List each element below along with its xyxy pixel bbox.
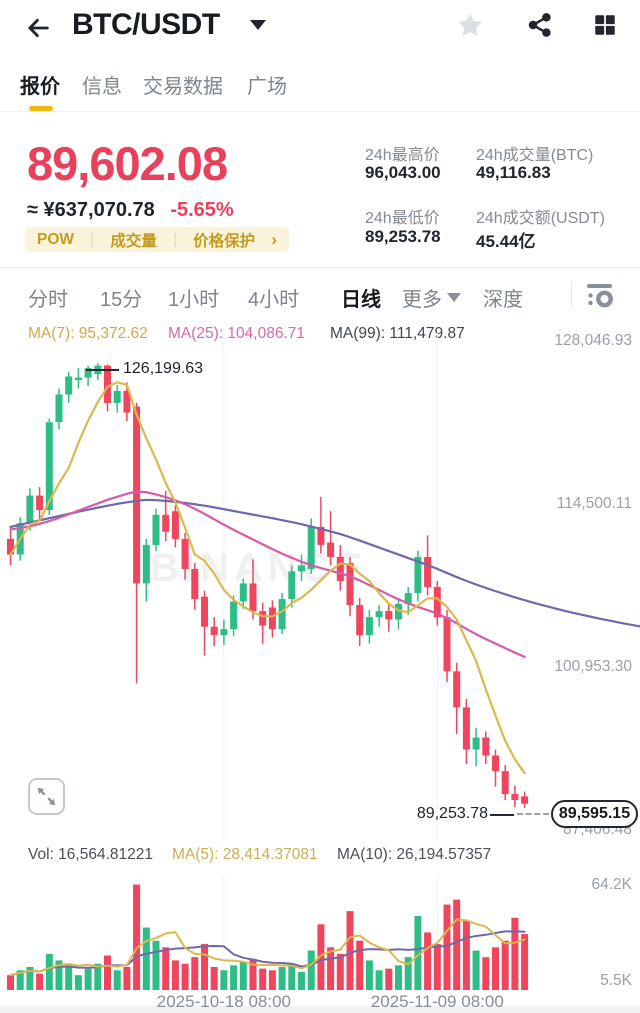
pair-title[interactable]: BTC/USDT: [72, 8, 220, 41]
tag-price-protection[interactable]: 价格保护: [193, 232, 256, 250]
x-axis-date-label: 2025-11-09 08:00: [370, 992, 504, 1011]
stat-low-value: 89,253.78: [365, 227, 441, 246]
markets-grid-button[interactable]: [592, 12, 618, 38]
back-button[interactable]: [24, 14, 52, 42]
last-price-dashed-connector: [517, 813, 549, 815]
price-axis-label: 100,953.30: [554, 658, 632, 676]
pair-selector-caret-icon[interactable]: [250, 20, 266, 30]
tag-separator: |: [90, 230, 95, 248]
price-axis-label: 128,046.93: [554, 332, 632, 349]
indicator-settings-icon: [583, 280, 617, 310]
tf-1h[interactable]: 1小时: [168, 289, 220, 311]
favorite-button[interactable]: [455, 10, 485, 40]
volume-ma10-legend: MA(10): 26,194.57357: [337, 846, 492, 863]
tab-info[interactable]: 信息: [82, 76, 122, 98]
tag-separator: |: [173, 230, 178, 248]
tf-daily[interactable]: 日线: [341, 289, 381, 311]
volume-chart[interactable]: [0, 875, 640, 990]
x-axis-date-label: 2025-10-18 08:00: [156, 992, 292, 1011]
tab-quote[interactable]: 报价: [20, 76, 60, 98]
stat-volusdt-value: 45.44亿: [476, 232, 536, 251]
chevron-right-icon: ›: [271, 229, 277, 249]
stat-high-value: 96,043.00: [365, 163, 441, 182]
star-icon: [455, 10, 485, 40]
indicator-settings-button[interactable]: [583, 280, 617, 310]
tab-trading-data[interactable]: 交易数据: [143, 76, 223, 98]
stat-volusdt-label: 24h成交额(USDT): [476, 210, 605, 227]
tf-4h[interactable]: 4小时: [248, 289, 300, 311]
ma25-legend: MA(25): 104,086.71: [168, 325, 306, 342]
tf-depth[interactable]: 深度: [483, 289, 523, 311]
peak-annotation-line: [86, 369, 119, 371]
divider: [0, 267, 640, 268]
last-price: 89,602.08: [27, 137, 228, 190]
low-price-annotation: 89,253.78: [416, 805, 488, 822]
tf-minutes[interactable]: 分时: [28, 289, 68, 311]
tag-pow[interactable]: POW: [37, 230, 75, 248]
ma7-legend: MA(7): 95,372.62: [28, 325, 148, 342]
stat-low-label: 24h最低价: [365, 210, 440, 227]
low-annotation-line: [490, 814, 514, 816]
candlestick-chart[interactable]: [0, 332, 640, 842]
price-axis-label: 114,500.11: [556, 495, 632, 513]
stat-high-label: 24h最高价: [365, 147, 440, 164]
more-caret-icon[interactable]: [447, 293, 461, 302]
grid-icon: [592, 12, 618, 38]
volume-axis-label: 5.5K: [600, 971, 632, 989]
stat-volbtc-value: 49,116.83: [476, 163, 551, 182]
share-icon: [526, 11, 554, 39]
change-percent: -5.65%: [170, 199, 234, 221]
ma99-legend: MA(99): 111,479.87: [330, 325, 465, 342]
tf-more[interactable]: 更多: [402, 289, 442, 311]
volume-value-legend: Vol: 16,564.81221: [28, 846, 153, 863]
back-arrow-icon: [24, 14, 52, 42]
tab-square[interactable]: 广场: [247, 76, 287, 98]
tf-15m[interactable]: 15分: [100, 289, 143, 311]
divider: [0, 111, 640, 112]
fiat-value: ≈ ¥637,070.78: [27, 199, 155, 221]
stat-volbtc-label: 24h成交量(BTC): [476, 147, 594, 164]
volume-axis-label: 64.2K: [591, 875, 632, 893]
token-tags-bar[interactable]: POW | 成交量 | 价格保护 ›: [25, 227, 289, 252]
active-tab-indicator: [29, 106, 53, 111]
volume-ma5-legend: MA(5): 28,414.37081: [172, 846, 318, 863]
fullscreen-chart-button[interactable]: [28, 778, 65, 815]
share-button[interactable]: [526, 11, 554, 39]
peak-price-annotation: 126,199.63: [123, 360, 204, 377]
expand-icon: [35, 785, 58, 808]
fiat-change-row: ≈ ¥637,070.78 -5.65%: [27, 199, 234, 222]
tag-volume[interactable]: 成交量: [110, 232, 157, 250]
last-price-badge[interactable]: 89,595.15: [551, 800, 638, 828]
bottom-strip: [0, 1006, 640, 1013]
divider: [571, 281, 572, 307]
